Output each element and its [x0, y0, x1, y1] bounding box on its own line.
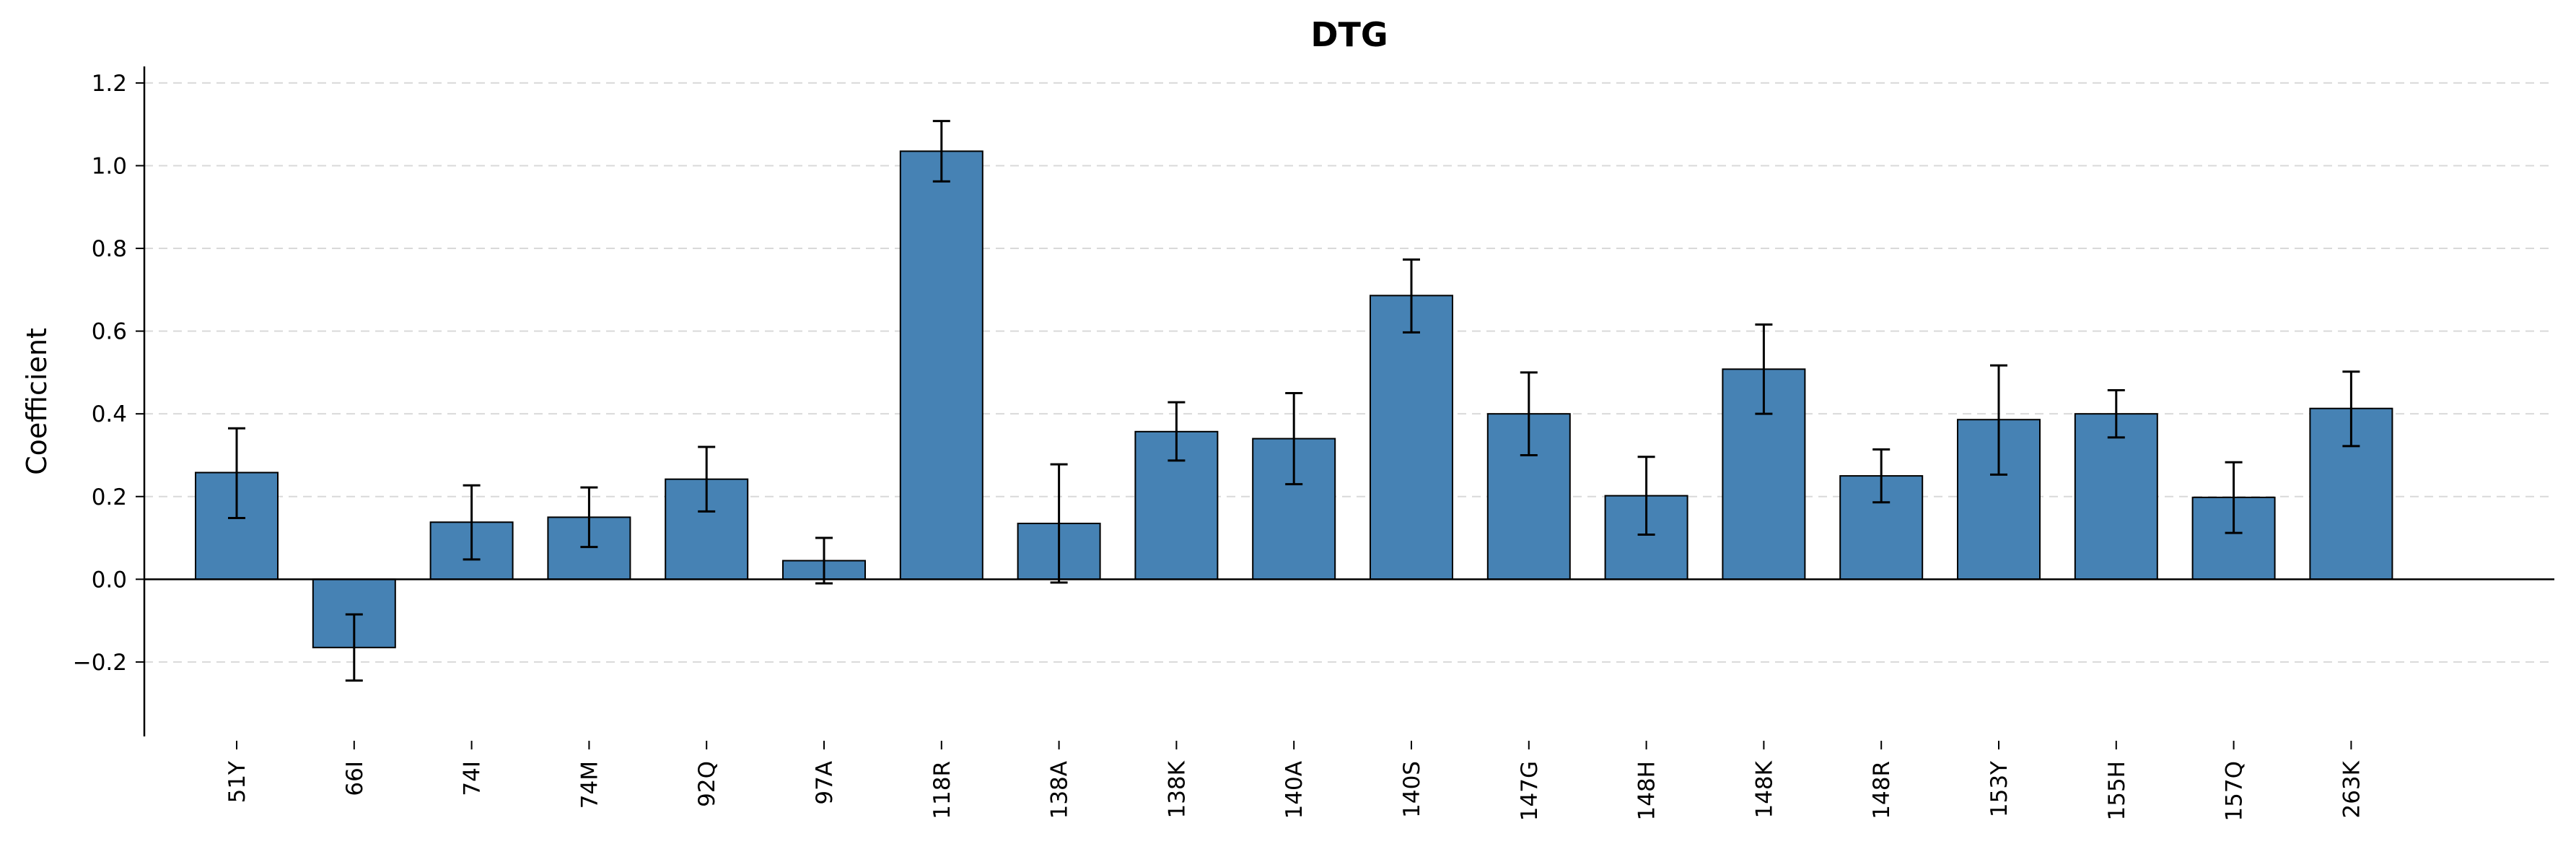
x-tick-label: 74I — [460, 761, 486, 796]
bar-118R — [899, 150, 983, 580]
x-tick-label: 138K — [1164, 760, 1190, 818]
bar-148K — [1722, 368, 1806, 580]
bar-155H — [2074, 413, 2158, 580]
bars — [195, 150, 2393, 648]
y-tick-label: −0.2 — [73, 650, 127, 676]
x-tick-label: 148H — [1634, 761, 1660, 820]
bar-148H — [1604, 495, 1688, 580]
x-tick-label: 97A — [812, 761, 838, 805]
x-tick-label: 148R — [1869, 761, 1895, 819]
x-tick-label: 51Y — [224, 761, 250, 803]
bar-140S — [1370, 295, 1453, 580]
error-bars — [228, 120, 2360, 682]
x-tick-label: 153Y — [1986, 761, 2012, 817]
chart-title: DTG — [1310, 15, 1388, 54]
x-tick-label: 147G — [1517, 761, 1543, 821]
y-tick-label: 0.8 — [92, 236, 127, 262]
y-ticks: −0.2 0.0 0.2 0.4 0.6 0.8 1.0 1.2 — [73, 71, 144, 676]
y-axis-label: Coefficient — [21, 328, 53, 475]
x-tick-label: 263K — [2339, 760, 2365, 818]
x-tick-label: 140A — [1282, 761, 1307, 819]
y-tick-label: 0.0 — [92, 567, 127, 593]
x-ticks: 51Y 66I 74I 74M 92Q 97A 118R 138A 138K 140A 140S 14… — [224, 741, 2365, 822]
x-tick-label: 66I — [342, 761, 368, 796]
x-tick-label: 138A — [1047, 761, 1073, 819]
x-tick-label: 118R — [929, 761, 955, 819]
x-tick-label: 92Q — [694, 761, 720, 807]
x-tick-label: 148K — [1751, 760, 1777, 818]
y-tick-label: 0.4 — [92, 401, 127, 427]
y-tick-label: 0.6 — [92, 319, 127, 345]
y-tick-label: 1.0 — [92, 153, 127, 179]
x-tick-label: 155H — [2104, 761, 2130, 820]
x-tick-label: 140S — [1399, 761, 1425, 818]
x-tick-label: 157Q — [2222, 761, 2248, 822]
y-tick-label: 0.2 — [92, 484, 127, 510]
y-tick-label: 1.2 — [92, 71, 127, 97]
x-tick-label: 74M — [577, 761, 603, 809]
